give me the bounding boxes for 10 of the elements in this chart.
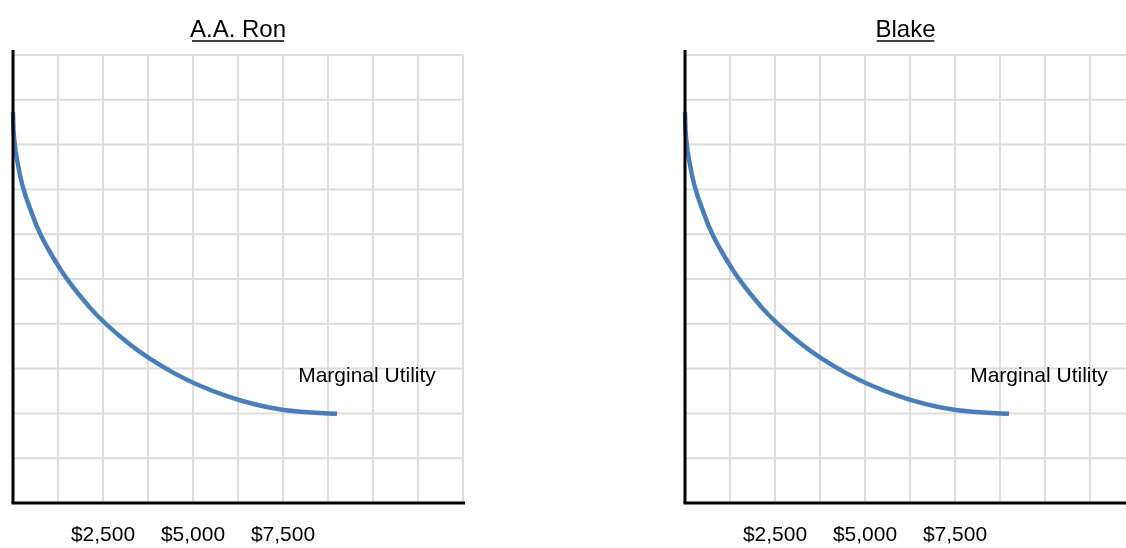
annotation: Marginal Utility: [970, 362, 1109, 386]
x-tick-label: $2,500: [70, 522, 136, 545]
x-tick-label: $7,500: [250, 522, 316, 545]
x-tick-label: $5,000: [832, 522, 898, 545]
chart-title: Blake: [875, 15, 936, 42]
chart-title: A.A. Ron: [189, 15, 287, 42]
annotation: Marginal Utility: [298, 362, 437, 386]
x-tick-label: $7,500: [922, 522, 988, 545]
x-tick-label: $5,000: [160, 522, 226, 545]
x-tick-label: $2,500: [742, 522, 808, 545]
